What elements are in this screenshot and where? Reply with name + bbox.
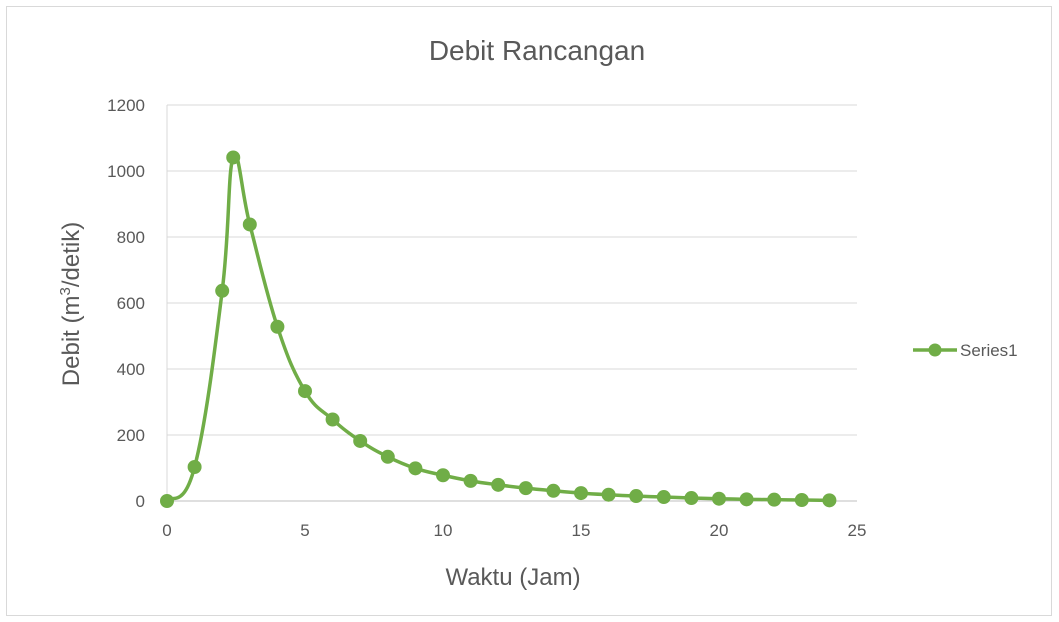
legend-label: Series1 (960, 341, 1018, 360)
x-tick-label: 25 (848, 521, 867, 540)
series-point (270, 319, 285, 334)
y-tick-label: 200 (117, 426, 145, 445)
series-markers (160, 150, 837, 508)
series-point (226, 150, 241, 165)
series-point (767, 492, 782, 507)
legend: Series1 (913, 341, 1018, 360)
series-point (353, 433, 368, 448)
x-tick-label: 15 (572, 521, 591, 540)
series-point (436, 468, 450, 483)
chart-title: Debit Rancangan (429, 35, 645, 66)
y-axis-title-superscript: 3 (57, 287, 74, 295)
x-tick-label: 0 (162, 521, 171, 540)
y-tick-label: 600 (117, 294, 145, 313)
gridlines (166, 104, 857, 502)
series-point (160, 494, 174, 508)
y-tick-label: 400 (117, 360, 145, 379)
series-point (794, 493, 809, 508)
y-axis-title-suffix: /detik) (58, 222, 85, 287)
series-point (187, 460, 202, 475)
y-tick-label: 1200 (107, 96, 145, 115)
y-axis-title-prefix: Debit (m (58, 296, 85, 387)
series-point (712, 491, 726, 506)
series-point (739, 492, 754, 507)
series-point (822, 493, 837, 508)
x-axis-title: Waktu (Jam) (445, 564, 580, 591)
x-tick-label: 10 (434, 521, 453, 540)
series-point (215, 283, 230, 298)
chart-frame: Debit Rancangan 0 200 400 600 800 1000 1200 0 5… (6, 6, 1052, 616)
x-tick-label: 20 (710, 521, 729, 540)
y-tick-label: 800 (117, 228, 145, 247)
legend-marker-swatch (928, 343, 942, 357)
series-point (325, 412, 340, 427)
series-point (574, 486, 588, 501)
series-point (491, 477, 506, 492)
chart-svg: Debit Rancangan 0 200 400 600 800 1000 1200 0 5… (57, 35, 1018, 591)
series-point (629, 489, 644, 504)
series-point (242, 217, 257, 232)
series-point (518, 481, 533, 496)
y-tick-label: 0 (136, 492, 145, 511)
x-tick-labels: 0 5 10 15 20 25 (162, 521, 866, 540)
series-line (165, 153, 832, 503)
series-point (656, 490, 671, 505)
series-point (601, 487, 616, 502)
y-tick-label: 1000 (107, 162, 145, 181)
y-tick-labels: 0 200 400 600 800 1000 1200 (107, 96, 145, 511)
series-point (463, 473, 478, 488)
series-point (298, 384, 312, 399)
y-axis-title: Debit (m3/detik) (57, 222, 85, 386)
series-point (380, 449, 395, 464)
series-point (546, 483, 561, 498)
x-tick-label: 5 (300, 521, 309, 540)
series-point (684, 491, 699, 506)
series-point (408, 461, 423, 476)
